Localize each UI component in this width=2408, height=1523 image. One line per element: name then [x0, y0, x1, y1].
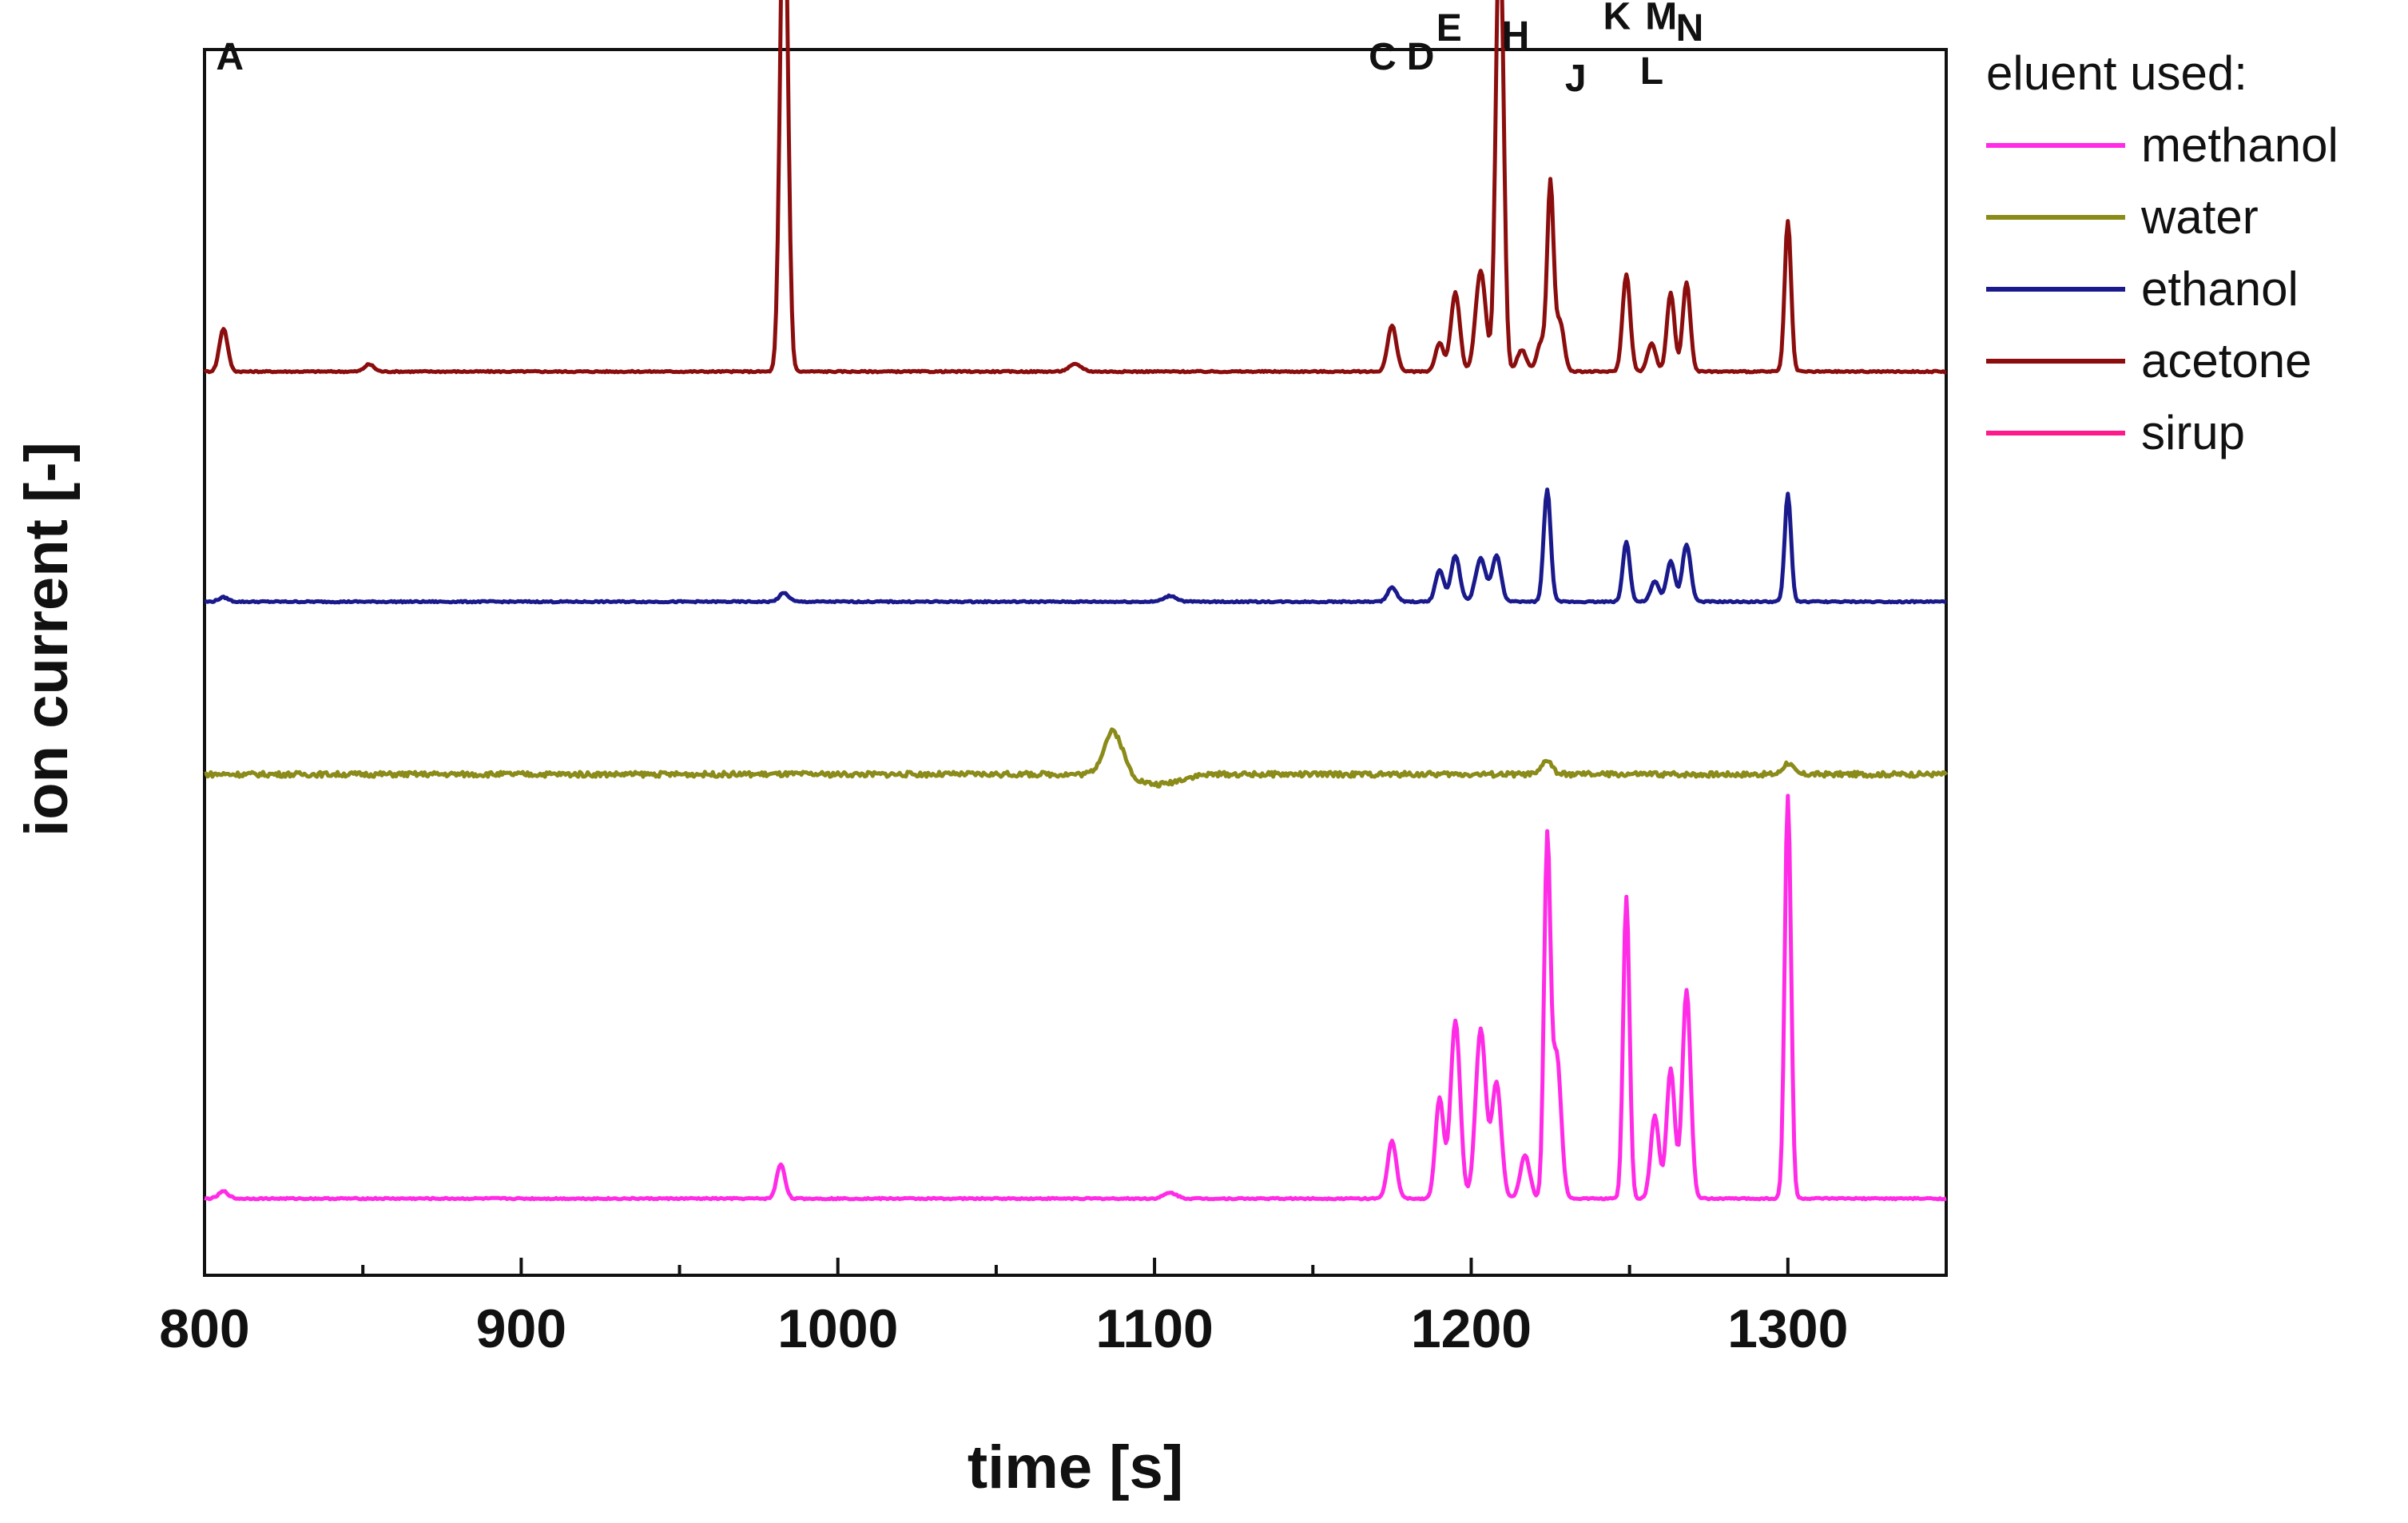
series-layer: [203, 0, 1949, 1202]
legend-label-water: water: [2140, 190, 2259, 244]
peak-label-M: M: [1645, 0, 1677, 38]
x-tick-label: 800: [159, 1298, 249, 1359]
peak-label-H: H: [1502, 14, 1530, 57]
peak-label-C: C: [1369, 36, 1397, 78]
peak-label-L: L: [1640, 50, 1663, 93]
peak-label-K: K: [1603, 0, 1631, 38]
y-axis-title: ion current [-]: [13, 442, 81, 837]
plot-frame: [203, 48, 1948, 1277]
legend-label-acetone: acetone: [2141, 334, 2312, 388]
x-tick-label: 1100: [1095, 1298, 1214, 1359]
legend-title: eluent used:: [1986, 46, 2247, 100]
x-tick-label: 1300: [1727, 1298, 1848, 1359]
legend-label-ethanol: ethanol: [2141, 262, 2299, 316]
peak-label-J: J: [1565, 58, 1587, 100]
peak-label-A: A: [216, 36, 244, 78]
peak-label-N: N: [1676, 7, 1704, 50]
legend-label-sirup: sirup: [2141, 406, 2245, 459]
x-axis-title: time [s]: [968, 1434, 1183, 1501]
x-axis-ticks: 800 900 1000 1100 1200 1300: [159, 1258, 1948, 1359]
series-line-water: [204, 727, 1949, 789]
legend-label-methanol: methanol: [2141, 118, 2338, 172]
legend: eluent used: methanol water ethanol acetone…: [1986, 46, 2338, 459]
x-tick-label: 1000: [777, 1298, 898, 1359]
series-line-methanol: [204, 793, 1947, 1202]
series-line-ethanol: [204, 487, 1947, 605]
x-tick-label: 1200: [1411, 1298, 1532, 1359]
peak-label-D: D: [1407, 36, 1435, 78]
peak-annotations: ABCDEFGHIJKLMNO: [216, 0, 1704, 100]
series-line-acetone: [203, 0, 1947, 375]
peak-label-E: E: [1436, 7, 1462, 50]
x-tick-label: 900: [476, 1298, 566, 1359]
